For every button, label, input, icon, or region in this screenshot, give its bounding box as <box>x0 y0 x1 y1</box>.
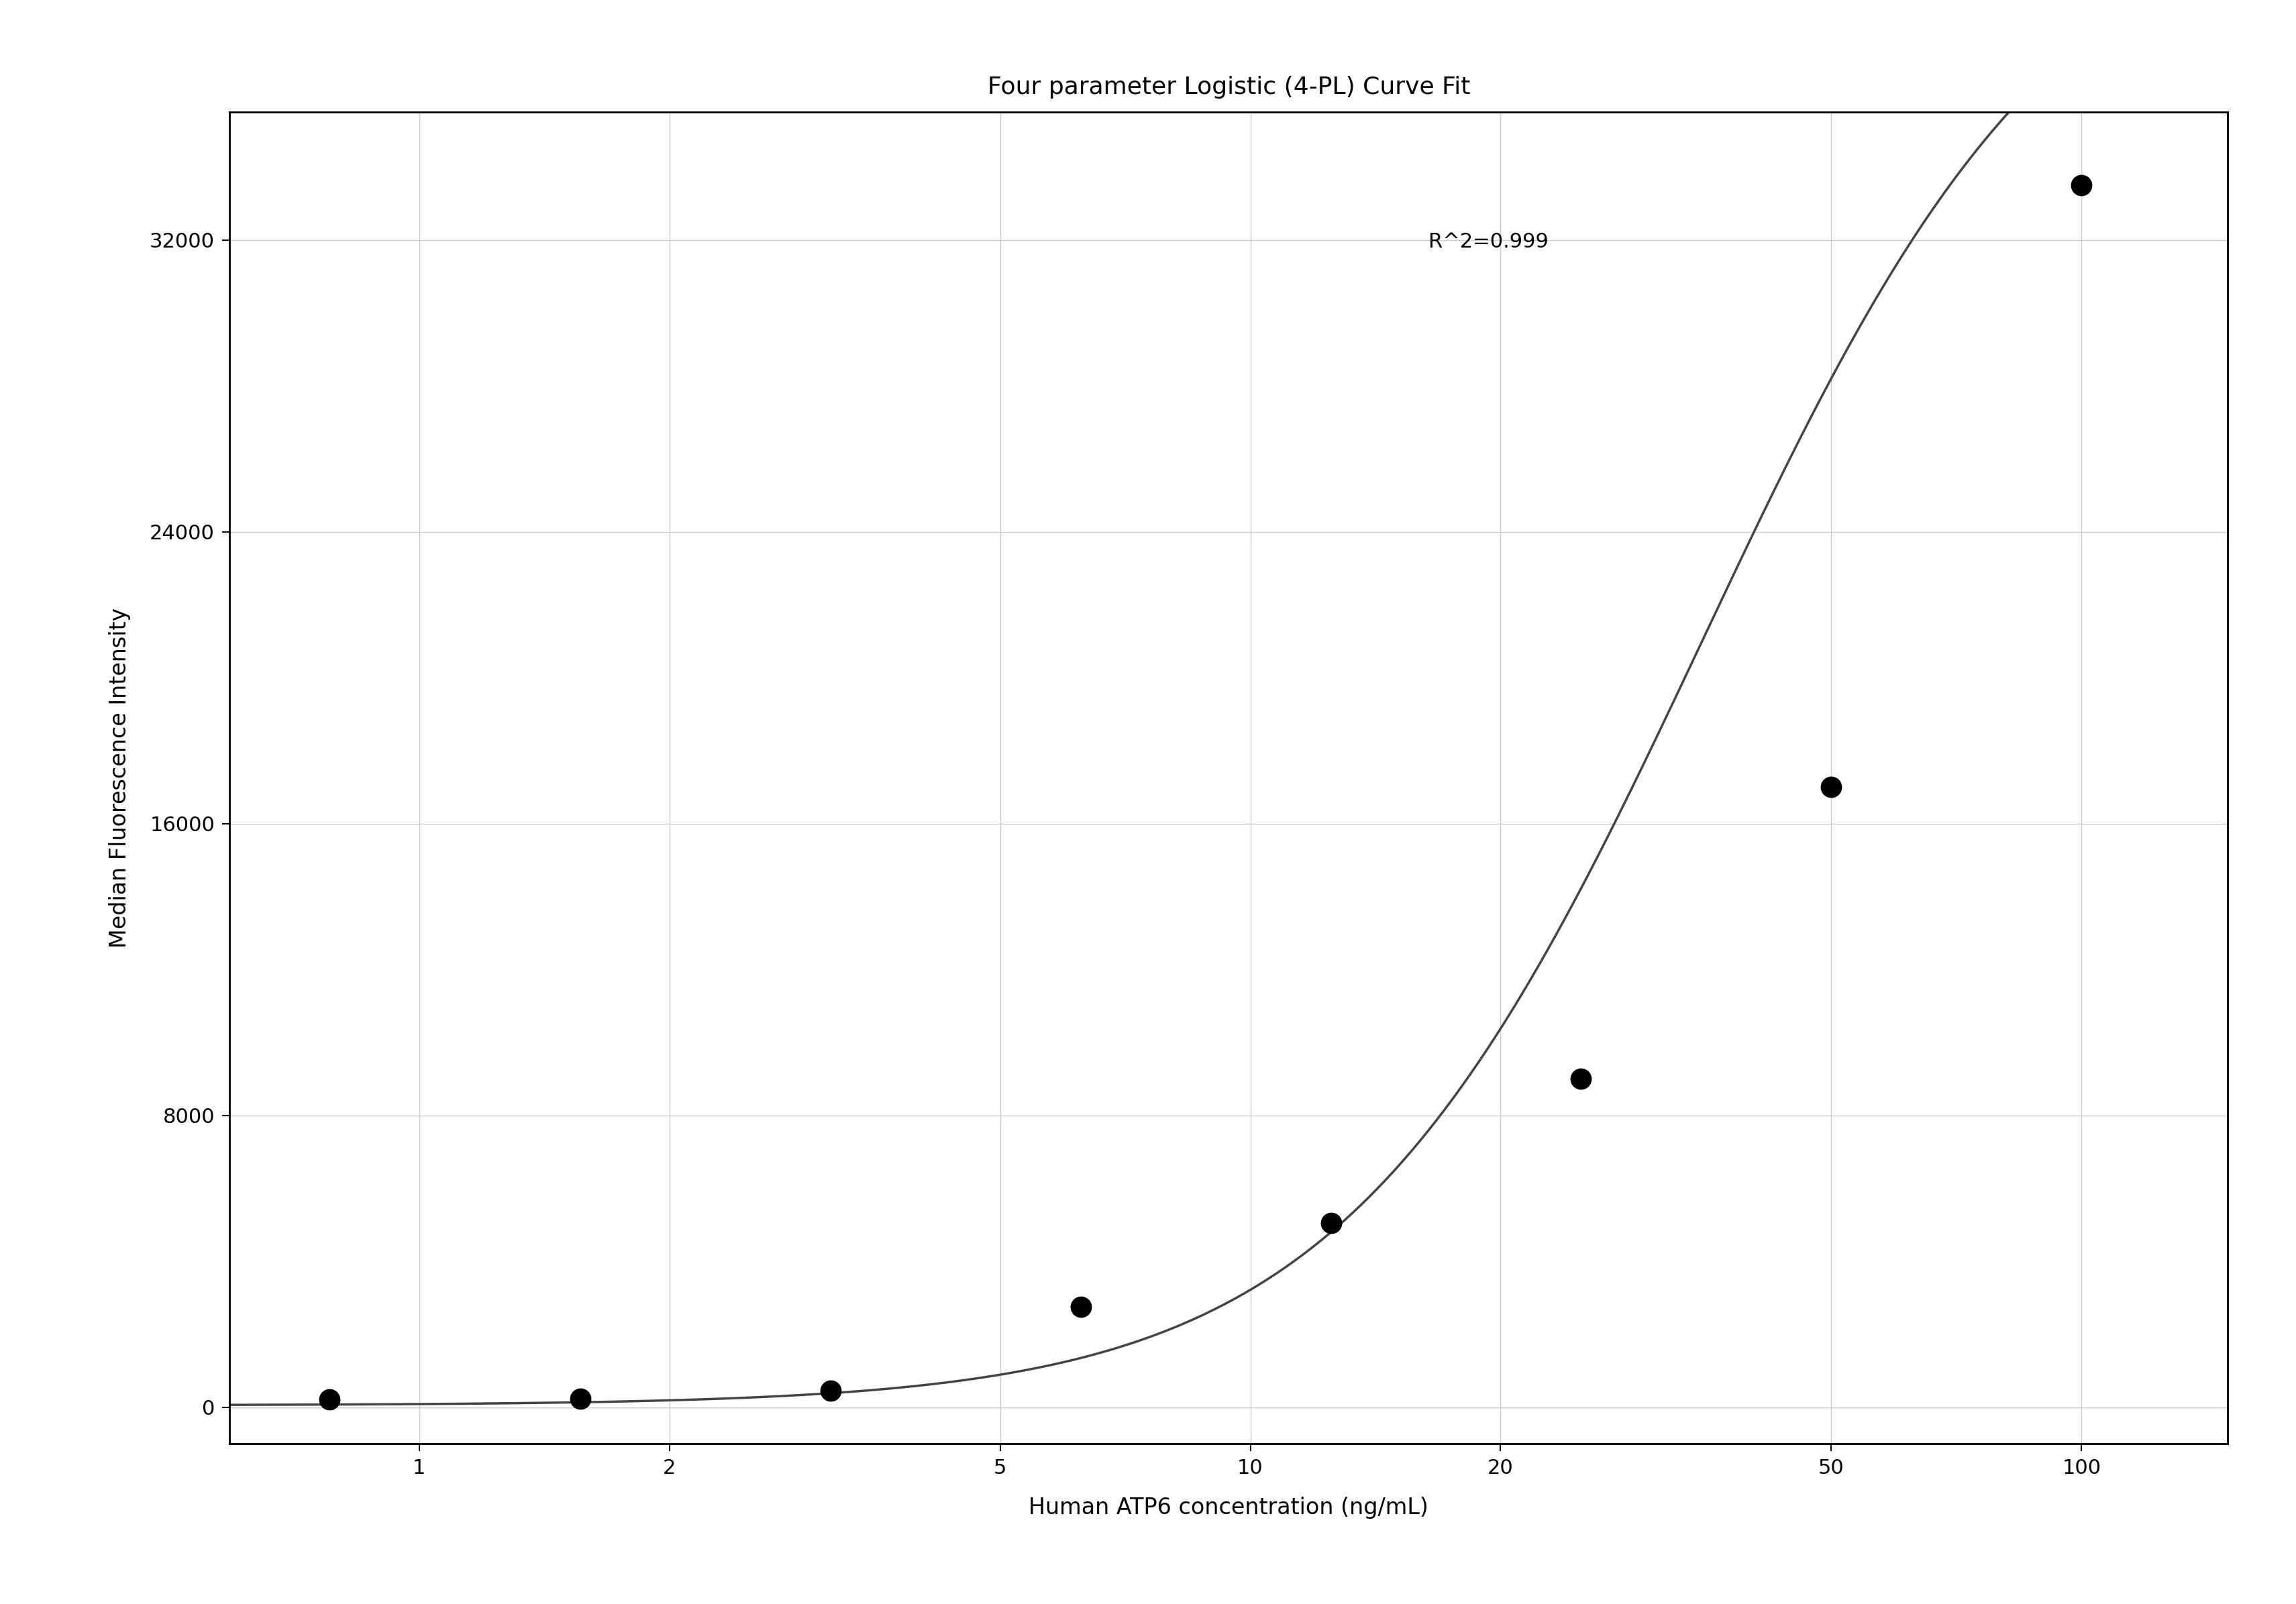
Point <box>2062 172 2099 197</box>
Point <box>310 1386 347 1412</box>
X-axis label: Human ATP6 concentration (ng/mL): Human ATP6 concentration (ng/mL) <box>1029 1497 1428 1519</box>
Point <box>1063 1294 1100 1320</box>
Point <box>1812 775 1848 800</box>
Point <box>1561 1067 1598 1092</box>
Text: R^2=0.999: R^2=0.999 <box>1428 233 1548 252</box>
Point <box>1311 1209 1348 1235</box>
Y-axis label: Median Fluorescence Intensity: Median Fluorescence Intensity <box>108 608 131 948</box>
Title: Four parameter Logistic (4-PL) Curve Fit: Four parameter Logistic (4-PL) Curve Fit <box>987 75 1469 98</box>
Point <box>813 1378 850 1404</box>
Point <box>563 1386 599 1412</box>
